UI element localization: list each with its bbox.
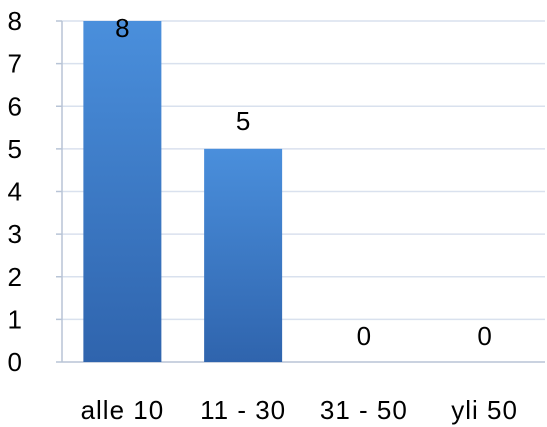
y-tick-label: 2 [8,262,22,292]
data-labels: 8 5 0 0 [115,13,492,351]
bars [83,21,283,362]
y-tick-label: 1 [8,304,22,334]
y-tick-label: 8 [8,6,22,36]
bar [204,148,283,362]
y-tick-labels: 0 1 2 3 4 5 6 7 8 [8,6,22,377]
y-tick-label: 7 [8,49,22,79]
bar [83,21,162,362]
x-tick-label: yli 50 [451,395,518,425]
y-tick-label: 4 [8,177,22,207]
x-tick-label: alle 10 [81,395,165,425]
y-tick-label: 0 [8,347,22,377]
data-label: 5 [236,106,250,136]
y-tick-label: 3 [8,219,22,249]
data-label: 0 [357,321,371,351]
x-tick-labels: alle 10 11 - 30 31 - 50 yli 50 [81,395,518,425]
y-tick-label: 6 [8,91,22,121]
x-tick-label: 31 - 50 [320,395,408,425]
data-label: 0 [477,321,491,351]
data-label: 8 [115,13,129,43]
y-tick-label: 5 [8,134,22,164]
x-tick-label: 11 - 30 [200,395,286,425]
